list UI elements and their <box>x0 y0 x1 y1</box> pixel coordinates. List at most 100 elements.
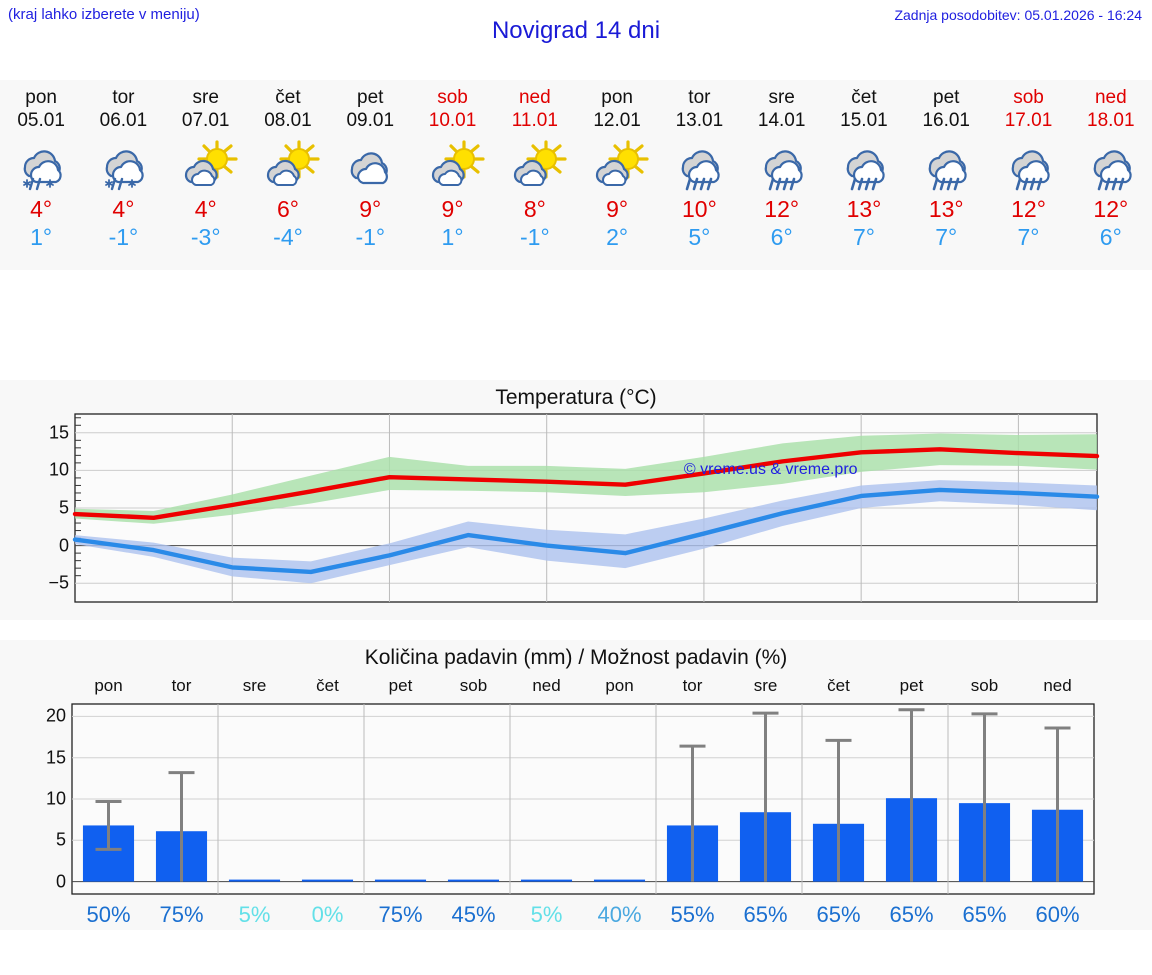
rain-cloud-icon <box>661 136 737 192</box>
precipitation-y-tick: 15 <box>45 747 66 768</box>
day-column[interactable]: pet 16.01 13° 7° <box>905 80 987 270</box>
precipitation-day-label: sre <box>242 676 267 695</box>
day-max-temp: 9° <box>441 196 464 222</box>
precipitation-chart-panel: Količina padavin (mm) / Možnost padavin … <box>0 640 1152 930</box>
day-max-temp: 4° <box>112 196 135 222</box>
day-max-temp: 8° <box>523 196 546 222</box>
precipitation-probability-label: 45% <box>451 902 496 927</box>
precipitation-chart-title: Količina padavin (mm) / Možnost padavin … <box>364 646 788 669</box>
rain-cloud-icon <box>991 136 1067 192</box>
day-max-temp: 12° <box>764 196 800 222</box>
day-date: 14.01 <box>757 110 806 131</box>
day-date: 05.01 <box>17 110 65 131</box>
precipitation-day-label: ned <box>532 676 561 695</box>
day-date: 11.01 <box>511 110 558 131</box>
day-max-temp: 13° <box>846 196 882 222</box>
last-updated: Zadnja posodobitev: 05.01.2026 - 16:24 <box>894 7 1142 23</box>
day-column[interactable]: sob 17.01 12° 7° <box>987 80 1069 270</box>
day-min-temp: 7° <box>1017 224 1040 250</box>
temperature-y-tick: 0 <box>58 535 69 556</box>
temperature-y-tick: 15 <box>48 422 69 443</box>
day-min-temp: -1° <box>355 224 386 250</box>
sun-cloud-icon <box>415 136 491 192</box>
precipitation-probability-label: 65% <box>743 902 788 927</box>
precipitation-y-tick: 0 <box>55 871 66 892</box>
day-name: pon <box>25 87 57 108</box>
precipitation-probability-label: 75% <box>159 902 204 927</box>
day-max-temp: 10° <box>682 196 717 222</box>
precipitation-day-label: sob <box>970 676 999 695</box>
precipitation-day-label: čet <box>316 676 339 695</box>
day-column[interactable]: čet 08.01 6° -4° <box>247 80 329 270</box>
rain-snow-cloud-icon <box>85 136 161 192</box>
precipitation-day-label: čet <box>827 676 850 695</box>
temperature-y-tick: 5 <box>58 497 69 518</box>
day-date: 15.01 <box>840 110 888 131</box>
day-column[interactable]: sre 14.01 12° 6° <box>741 80 823 270</box>
day-max-temp: 12° <box>1011 196 1046 222</box>
precipitation-day-label: tor <box>171 676 192 695</box>
precipitation-day-label: tor <box>682 676 703 695</box>
precipitation-probability-label: 55% <box>670 902 715 927</box>
day-name: sre <box>768 87 795 108</box>
day-min-temp: 1° <box>30 224 53 250</box>
menu-hint: (kraj lahko izberete v meniju) <box>8 6 200 23</box>
day-date: 07.01 <box>181 110 230 131</box>
day-column[interactable]: pon 12.01 9° 2° <box>576 80 658 270</box>
day-column[interactable]: pet 09.01 9° -1° <box>329 80 411 270</box>
precipitation-probability-label: 65% <box>816 902 861 927</box>
day-column[interactable]: tor 13.01 10° 5° <box>658 80 740 270</box>
daily-forecast-strip: pon 05.01 4° 1° tor 06.01 4° -1° sre 07.01 4° -3° če… <box>0 80 1152 270</box>
day-min-temp: -4° <box>273 224 303 250</box>
day-column[interactable]: sre 07.01 4° -3° <box>165 80 247 270</box>
temperature-chart-title: Temperatura (°C) <box>495 386 657 409</box>
day-max-temp: 6° <box>276 196 299 222</box>
day-min-temp: 6° <box>770 224 793 250</box>
precipitation-probability-label: 5% <box>530 902 563 927</box>
day-date: 08.01 <box>264 110 312 131</box>
precipitation-probability-label: 40% <box>597 902 642 927</box>
precipitation-probability-label: 65% <box>962 902 1007 927</box>
day-column[interactable]: čet 15.01 13° 7° <box>823 80 905 270</box>
day-date: 16.01 <box>922 110 970 131</box>
sun-cloud-icon <box>168 136 244 192</box>
day-name: sob <box>1013 87 1044 108</box>
day-column[interactable]: sob 10.01 9° 1° <box>411 80 493 270</box>
precipitation-probability-label: 0% <box>311 902 344 927</box>
cloud-icon <box>332 136 408 192</box>
rain-snow-cloud-icon <box>3 136 79 192</box>
day-column[interactable]: ned 11.01 8° -1° <box>494 80 576 270</box>
day-min-temp: 7° <box>935 224 958 250</box>
temperature-chart-panel: Temperatura (°C) 15 10 5 0 −5 © vreme.us & vr… <box>0 380 1152 620</box>
day-column[interactable]: pon 05.01 4° 1° <box>0 80 82 270</box>
precipitation-y-tick: 5 <box>55 829 66 850</box>
page-title: Novigrad 14 dni <box>491 17 661 44</box>
precipitation-probability-label: 75% <box>378 902 423 927</box>
precipitation-probability-label: 60% <box>1035 902 1080 927</box>
precipitation-probability-label: 65% <box>889 902 934 927</box>
day-max-temp: 13° <box>928 196 964 222</box>
day-column[interactable]: tor 06.01 4° -1° <box>82 80 164 270</box>
precipitation-y-tick: 10 <box>45 788 66 809</box>
day-min-temp: 1° <box>441 224 464 250</box>
precipitation-day-label: sob <box>459 676 488 695</box>
day-name: sob <box>437 87 468 108</box>
day-max-temp: 4° <box>194 196 217 222</box>
day-name: pet <box>357 87 384 108</box>
day-max-temp: 9° <box>359 196 382 222</box>
day-max-temp: 12° <box>1093 196 1129 222</box>
sun-cloud-icon <box>250 136 326 192</box>
day-date: 17.01 <box>1004 110 1053 131</box>
precipitation-day-label: sre <box>753 676 778 695</box>
day-date: 18.01 <box>1087 110 1135 131</box>
day-column[interactable]: ned 18.01 12° 6° <box>1070 80 1152 270</box>
day-name: pon <box>601 87 633 108</box>
precipitation-plot: 20 15 10 5 0 pon tor sre čet pet sob ned pon tor sre če… <box>46 676 1095 927</box>
precipitation-day-label: pet <box>899 676 924 695</box>
day-name: čet <box>851 87 877 108</box>
day-min-temp: -1° <box>108 224 139 250</box>
precipitation-day-label: pet <box>388 676 413 695</box>
precipitation-day-label: pon <box>94 676 123 695</box>
day-name: pet <box>933 87 960 108</box>
rain-cloud-icon <box>908 136 984 192</box>
